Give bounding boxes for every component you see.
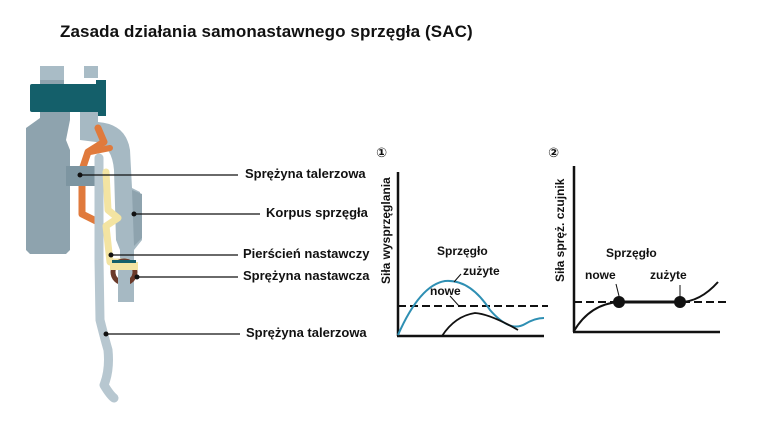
chart-2-ylabel: Siła spręż. czujnik bbox=[553, 178, 567, 282]
chart-2-marker-zuzyte-label: zużyte bbox=[650, 268, 687, 282]
chart-2-plot bbox=[572, 166, 726, 334]
pressure-plate-housing bbox=[26, 66, 70, 254]
chart-1-series-zuzyte-label: zużyte bbox=[463, 264, 500, 278]
label-diaphragm-spring-upper: Sprężyna talerzowa bbox=[245, 166, 366, 181]
marker-zuzyte bbox=[674, 296, 686, 308]
page-title: Zasada działania samonastawnego sprzęgła… bbox=[60, 22, 473, 41]
label-adjusting-ring: Pierścień nastawczy bbox=[243, 246, 370, 261]
callout-dots bbox=[77, 172, 140, 337]
chart-1-plot bbox=[396, 172, 548, 338]
label-diaphragm-spring-lower: Sprężyna talerzowa bbox=[246, 325, 367, 340]
chart-1-number: ① bbox=[376, 145, 388, 160]
marker-nowe bbox=[613, 296, 625, 308]
series-zuzyte bbox=[397, 279, 545, 336]
chart-1-ylabel: Siła wysprzęglania bbox=[379, 177, 393, 284]
series-nowe bbox=[441, 312, 519, 337]
chart-1-title: Sprzęgło bbox=[437, 244, 488, 258]
callout-leaders bbox=[80, 174, 260, 335]
chart-2-marker-nowe-label: nowe bbox=[585, 268, 616, 282]
diaphragm-spring-lower bbox=[94, 153, 119, 403]
chart-2-number: ② bbox=[548, 145, 560, 160]
label-adjusting-spring: Sprężyna nastawcza bbox=[243, 268, 370, 283]
chart-1-series-nowe-label: nowe bbox=[430, 284, 461, 298]
series-characteristic bbox=[573, 281, 719, 332]
label-clutch-housing: Korpus sprzęgła bbox=[266, 205, 368, 220]
chart-2-title: Sprzęgło bbox=[606, 246, 657, 260]
adjusting-spring bbox=[110, 258, 138, 302]
bolt-teal bbox=[30, 66, 106, 116]
